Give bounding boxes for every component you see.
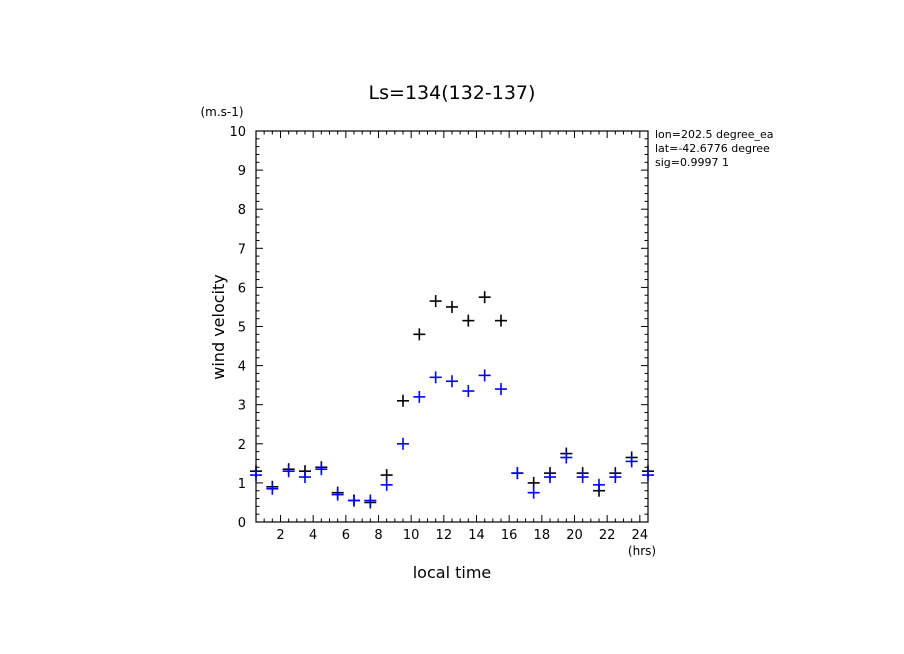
y-tick-label: 7 <box>238 242 246 257</box>
data-point <box>429 295 442 308</box>
data-point <box>397 437 409 450</box>
data-point <box>576 471 589 484</box>
data-point <box>397 394 409 407</box>
data-point <box>642 469 654 482</box>
data-point <box>348 494 360 507</box>
info-lat: lat=-42.6776 degree <box>655 142 770 155</box>
data-point <box>478 291 491 304</box>
data-marks <box>250 291 654 509</box>
y-tick-label: 10 <box>229 125 246 140</box>
y-tick-label: 8 <box>238 203 246 218</box>
data-point <box>250 469 262 482</box>
data-point <box>282 465 295 478</box>
y-tick-label: 2 <box>238 438 246 453</box>
y-tick-label: 5 <box>238 321 246 336</box>
data-point <box>478 369 491 382</box>
data-point <box>511 467 524 480</box>
data-point <box>429 371 442 384</box>
x-axis-label: local time <box>413 563 492 582</box>
y-tick-label: 4 <box>238 360 246 375</box>
x-tick-label: 14 <box>468 528 485 543</box>
plot-frame <box>255 130 649 523</box>
x-tick-label: 20 <box>566 528 583 543</box>
data-point <box>495 314 507 327</box>
y-tick-label: 3 <box>238 399 246 414</box>
data-point <box>299 471 311 484</box>
y-tick-label: 6 <box>238 281 246 296</box>
x-tick-label: 4 <box>309 528 317 543</box>
data-point <box>609 471 622 484</box>
x-tick-label: 12 <box>436 528 453 543</box>
x-unit-label: (hrs) <box>628 544 656 558</box>
y-axis-label: wind velocity <box>209 274 228 379</box>
data-point <box>446 300 458 313</box>
data-point <box>266 482 279 495</box>
axis-ticks <box>255 130 649 523</box>
data-point <box>315 463 328 476</box>
data-point <box>544 471 556 484</box>
info-box: lon=202.5 degree_ea lat=-42.6776 degree … <box>655 128 774 169</box>
data-point <box>446 375 458 388</box>
data-point <box>380 478 393 491</box>
x-tick-label: 2 <box>276 528 284 543</box>
x-tick-label: 22 <box>599 528 616 543</box>
x-tick-label: 8 <box>374 528 382 543</box>
data-point <box>560 451 573 464</box>
x-tick-label: 10 <box>403 528 420 543</box>
data-point <box>527 486 540 499</box>
x-tick-label: 16 <box>501 528 518 543</box>
chart-title: Ls=134(132-137) <box>369 82 536 104</box>
info-sig: sig=0.9997 1 <box>655 156 729 169</box>
data-point <box>593 478 605 491</box>
data-point <box>364 494 377 507</box>
info-lon: lon=202.5 degree_ea <box>655 128 774 141</box>
data-point <box>495 383 507 396</box>
data-point <box>331 488 344 501</box>
x-tick-label: 18 <box>534 528 551 543</box>
y-unit-label: (m.s-1) <box>200 105 243 119</box>
x-tick-label: 24 <box>632 528 649 543</box>
data-point <box>625 455 638 468</box>
y-tick-label: 1 <box>238 477 246 492</box>
data-point <box>413 390 426 403</box>
y-tick-label: 0 <box>238 516 246 531</box>
data-point <box>462 385 475 398</box>
x-tick-label: 6 <box>342 528 350 543</box>
y-tick-label: 9 <box>238 164 246 179</box>
data-point <box>462 314 475 327</box>
data-point <box>413 328 426 341</box>
